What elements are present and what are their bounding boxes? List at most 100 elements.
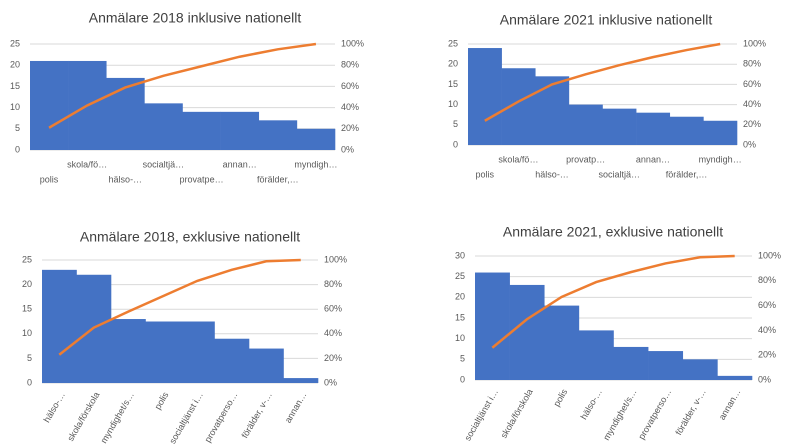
- chart-title: Anmälare 2021 inklusive nationellt: [500, 12, 713, 28]
- x-tick-label: hälso-…: [109, 174, 143, 184]
- bar: [544, 305, 580, 380]
- bar: [501, 68, 536, 145]
- x-tick-label: provatpe…: [180, 174, 224, 184]
- y-tick-label: 5: [15, 123, 20, 133]
- chart-title: Anmälare 2021, exklusive nationellt: [503, 224, 723, 240]
- x-tick-label: annan…: [283, 390, 309, 424]
- y-tick-label: 10: [22, 328, 32, 338]
- y-tick-label: 15: [455, 312, 465, 322]
- chart: Anmälare 2018 inklusive nationellt 0 5 10 15…: [10, 10, 364, 185]
- x-tick-label: provatp…: [566, 154, 605, 164]
- y2-tick-label: 60%: [758, 300, 776, 310]
- y-tick-label: 20: [10, 60, 20, 70]
- y2-tick-label: 0%: [758, 374, 771, 384]
- y2-tick-label: 100%: [758, 250, 781, 260]
- bar: [144, 103, 183, 150]
- x-tick-label: myndigh…: [294, 159, 337, 169]
- bar: [182, 111, 221, 150]
- bar: [220, 111, 260, 150]
- y2-tick-label: 20%: [758, 350, 776, 360]
- y2-tick-label: 0%: [743, 139, 756, 149]
- y-tick-label: 15: [10, 81, 20, 91]
- y-tick-label: 25: [22, 254, 32, 264]
- x-tick-label: hälso-…: [579, 387, 604, 421]
- x-tick-label: skola/förskola: [65, 390, 101, 443]
- y-tick-label: 5: [453, 119, 458, 129]
- x-tick-label: annan…: [636, 154, 670, 164]
- y2-tick-label: 100%: [341, 38, 364, 48]
- y-tick-label: 5: [460, 354, 465, 364]
- x-tick-label: förälder,…: [666, 169, 708, 179]
- y2-tick-label: 40%: [324, 328, 342, 338]
- y2-tick-label: 40%: [758, 325, 776, 335]
- chart: Anmälare 2021, exklusive nationellt 0 5 10 1…: [455, 224, 781, 443]
- bar: [648, 351, 684, 380]
- y2-tick-label: 80%: [324, 279, 342, 289]
- chart-title: Anmälare 2018, exklusive nationellt: [80, 229, 300, 245]
- y2-tick-label: 80%: [341, 60, 359, 70]
- bar: [145, 321, 181, 383]
- bar: [468, 48, 502, 145]
- bar: [669, 116, 704, 145]
- x-tick-label: provatperso…: [203, 390, 240, 444]
- bar: [509, 284, 545, 380]
- x-tick-label: skola/förskola: [499, 387, 535, 440]
- bar: [42, 269, 77, 383]
- cumulative-line: [58, 258, 301, 356]
- x-tick-label: förälder, v-…: [240, 390, 274, 440]
- bar: [703, 120, 738, 145]
- cumulative-line: [491, 254, 735, 349]
- bar: [682, 359, 718, 380]
- bar: [717, 375, 753, 380]
- bar: [214, 338, 250, 383]
- x-tick-label: skola/fö…: [498, 154, 538, 164]
- bar: [30, 60, 69, 150]
- y-tick-label: 0: [15, 144, 20, 154]
- x-tick-label: myndigh…: [699, 154, 742, 164]
- x-tick-label: provatperso…: [636, 387, 673, 441]
- y2-tick-label: 0%: [324, 377, 337, 387]
- x-tick-label: annan…: [717, 387, 743, 421]
- y-tick-label: 10: [455, 333, 465, 343]
- y2-tick-label: 20%: [341, 123, 359, 133]
- x-tick-label: annan…: [223, 159, 257, 169]
- y-tick-label: 15: [22, 304, 32, 314]
- bar: [258, 120, 298, 150]
- y-tick-label: 10: [10, 102, 20, 112]
- x-tick-label: skola/fö…: [67, 159, 107, 169]
- y2-tick-label: 80%: [743, 59, 761, 69]
- y2-tick-label: 100%: [743, 38, 766, 48]
- x-tick-label: myndighet/s…: [601, 387, 638, 442]
- x-tick-label: socialtjä…: [599, 169, 641, 179]
- x-tick-label: förälder,…: [257, 174, 299, 184]
- x-tick-label: socialtjänst i…: [167, 390, 205, 445]
- chart: Anmälare 2021 inklusive nationellt 0 5 10 15…: [448, 12, 766, 180]
- x-tick-label: polis: [551, 387, 569, 408]
- x-tick-label: socialtjänst i…: [462, 387, 500, 442]
- y-tick-label: 25: [448, 38, 458, 48]
- cumulative-line: [48, 42, 317, 129]
- y-tick-label: 5: [27, 353, 32, 363]
- bar: [613, 346, 649, 380]
- y2-tick-label: 60%: [743, 79, 761, 89]
- y2-tick-label: 40%: [341, 102, 359, 112]
- y2-tick-label: 0%: [341, 144, 354, 154]
- y2-tick-label: 20%: [324, 353, 342, 363]
- bar: [180, 321, 215, 383]
- y2-tick-label: 60%: [341, 81, 359, 91]
- bar: [535, 76, 570, 145]
- y-tick-label: 20: [448, 59, 458, 69]
- y2-tick-label: 60%: [324, 304, 342, 314]
- x-tick-label: polis: [40, 174, 59, 184]
- y-tick-label: 0: [27, 377, 32, 387]
- chart: Anmälare 2018, exklusive nationellt 0 5 10 1…: [22, 229, 347, 446]
- y-tick-label: 0: [453, 139, 458, 149]
- cumulative-line: [484, 42, 721, 122]
- bar: [249, 348, 284, 383]
- y-tick-label: 25: [455, 271, 465, 281]
- x-tick-label: hälso-…: [42, 390, 67, 424]
- bar: [568, 104, 603, 145]
- x-tick-label: myndighet/s…: [99, 390, 136, 445]
- x-tick-label: förälder, v-…: [673, 387, 707, 437]
